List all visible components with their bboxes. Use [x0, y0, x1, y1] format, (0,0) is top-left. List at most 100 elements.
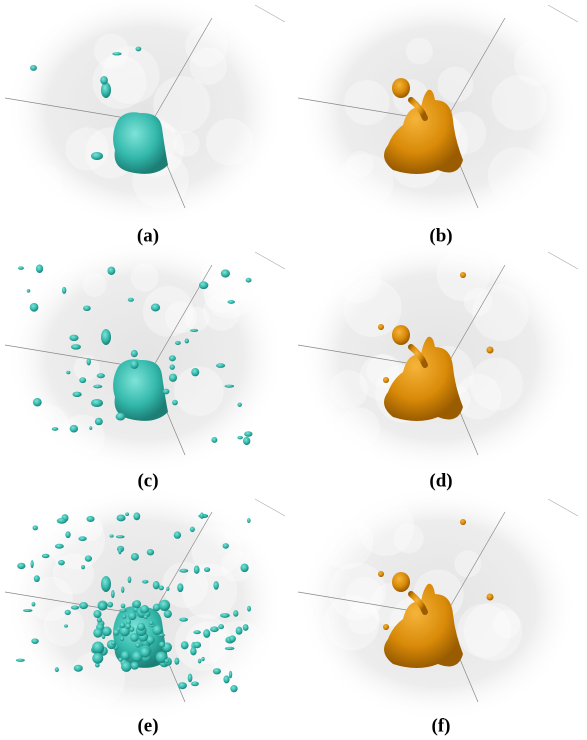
axis-corner: [548, 499, 578, 516]
cloud-texture: [488, 147, 545, 204]
isosurface-fragment: [16, 659, 25, 662]
cloud-texture: [493, 610, 521, 638]
isosurface-fragment: [130, 360, 138, 369]
isosurface-fragment: [166, 587, 169, 591]
cloud-texture: [344, 80, 389, 125]
isosurface-fragment: [159, 586, 164, 591]
cloud-texture: [335, 257, 381, 303]
panel: [5, 0, 285, 228]
isosurface-fragment: [89, 426, 92, 430]
cloud-texture: [514, 39, 561, 86]
isosurface: [378, 324, 384, 330]
isosurface-fragment: [147, 549, 154, 555]
isosurface-fragment: [34, 575, 40, 582]
isosurface-fragment: [92, 653, 103, 664]
isosurface-fragment: [97, 373, 105, 378]
isosurface-fragment: [177, 583, 183, 592]
cloud-texture: [472, 284, 529, 341]
isosurface-fragment: [152, 625, 162, 635]
cloud-texture: [43, 606, 84, 647]
isosurface-fragment: [174, 658, 179, 665]
isosurface-fragment: [135, 47, 141, 52]
isosurface-fragment: [111, 590, 115, 598]
isosurface-fragment: [86, 516, 94, 522]
isosurface-fragment: [174, 531, 181, 538]
isosurface-fragment: [229, 671, 232, 679]
isosurface: [113, 359, 168, 421]
isosurface-fragment: [116, 535, 125, 538]
isosurface-fragment: [128, 298, 134, 302]
isosurface: [101, 82, 111, 98]
isosurface-fragment: [66, 371, 70, 374]
isosurface-fragment: [111, 641, 115, 645]
isosurface-fragment: [125, 512, 129, 516]
isosurface-fragment: [33, 398, 42, 406]
isosurface-fragment: [92, 641, 104, 653]
isosurface-fragment: [121, 661, 132, 672]
axis-corner: [255, 5, 285, 22]
isosurface: [91, 152, 103, 160]
isosurface-fragment: [93, 628, 102, 637]
isosurface-fragment: [216, 363, 225, 368]
axis-corner: [255, 499, 285, 516]
isosurface-fragment: [140, 647, 151, 658]
isosurface-fragment: [131, 350, 138, 357]
isosurface-fragment: [18, 266, 24, 270]
cloud-texture: [83, 273, 107, 297]
axis-corner: [255, 252, 285, 269]
isosurface-fragment: [128, 612, 136, 620]
isosurface-fragment: [95, 418, 103, 425]
isosurface-fragment: [243, 437, 250, 445]
isosurface-fragment: [32, 602, 36, 606]
isosurface-fragment: [179, 569, 188, 573]
cloud-texture: [318, 514, 373, 569]
isosurface-fragment: [116, 413, 126, 421]
panel: [298, 239, 578, 475]
isosurface-fragment: [23, 609, 32, 612]
isosurface-fragment: [125, 623, 131, 629]
isosurface-fragment: [223, 543, 229, 549]
axis-corner: [548, 5, 578, 22]
isosurface: [383, 624, 389, 630]
isosurface-fragment: [185, 339, 189, 344]
isosurface-fragment: [118, 658, 122, 662]
isosurface-fragment: [144, 615, 148, 619]
isosurface-fragment: [225, 647, 235, 650]
isosurface-fragment: [100, 76, 108, 85]
panel: [298, 0, 578, 228]
isosurface-fragment: [135, 643, 140, 648]
isosurface-fragment: [71, 344, 81, 350]
isosurface-fragment: [119, 609, 127, 613]
isosurface-fragment: [201, 657, 204, 661]
isosurface-fragment: [62, 287, 66, 294]
isosurface-fragment: [42, 554, 50, 558]
isosurface-fragment: [120, 622, 126, 628]
isosurface-fragment: [190, 329, 198, 332]
panel: [5, 486, 285, 722]
isosurface-fragment: [213, 581, 219, 590]
isosurface-fragment: [244, 431, 252, 437]
isosurface-fragment: [165, 659, 169, 663]
panel: [298, 486, 578, 722]
cloud-texture: [329, 370, 368, 409]
isosurface: [487, 594, 494, 601]
isosurface-fragment: [237, 403, 241, 407]
isosurface-fragment: [57, 518, 67, 524]
isosurface-fragment: [81, 565, 85, 569]
isosurface-fragment: [224, 385, 234, 388]
isosurface-fragment: [247, 606, 251, 612]
isosurface-fragment: [65, 610, 71, 615]
isosurface-fragment: [121, 586, 124, 592]
isosurface-fragment: [190, 647, 196, 655]
isosurface-fragment: [178, 682, 187, 689]
isosurface-fragment: [58, 560, 65, 565]
isosurface-fragment: [230, 685, 237, 692]
isosurface-fragment: [55, 544, 64, 549]
isosurface-fragment: [79, 377, 86, 383]
isosurface-fragment: [64, 624, 68, 627]
isosurface-fragment: [237, 436, 243, 439]
isosurface: [392, 572, 410, 592]
panel-label: (f): [432, 715, 451, 736]
figure: (a)(b)(c)(d)(e)(f): [0, 0, 587, 740]
cloud-texture: [162, 562, 208, 608]
